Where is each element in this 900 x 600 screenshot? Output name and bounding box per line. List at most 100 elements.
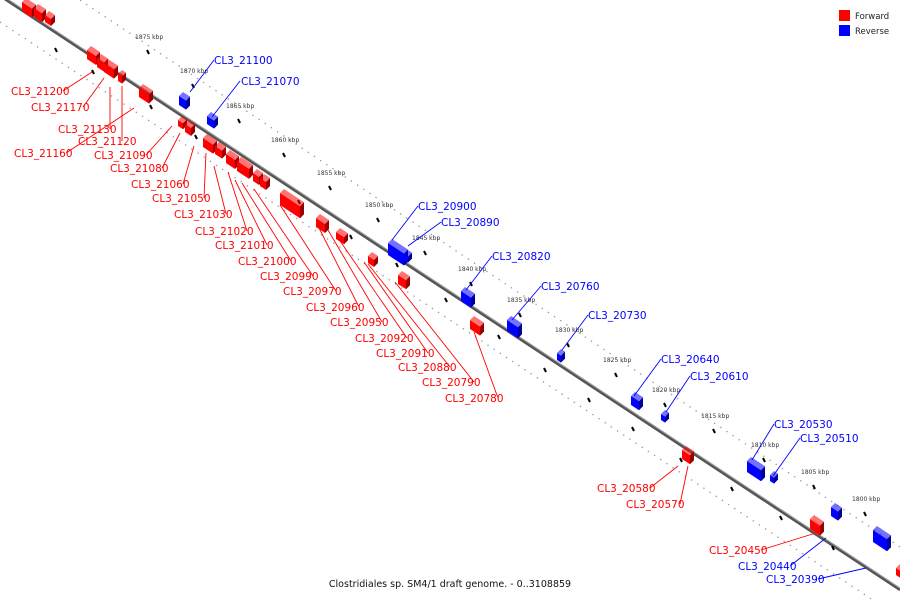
gene-label[interactable]: CL3_21120: [78, 136, 137, 148]
gene-block: [388, 243, 404, 266]
gene-label[interactable]: CL3_20960: [306, 302, 365, 314]
gene-label[interactable]: CL3_21100: [214, 55, 273, 67]
gene-block-side: [838, 507, 842, 521]
label-leader-line: [182, 145, 195, 185]
scale-tick-mark: [444, 297, 448, 303]
gene-label[interactable]: CL3_21170: [31, 102, 90, 114]
gene-label[interactable]: CL3_20760: [541, 281, 600, 293]
gene-label[interactable]: CL3_20900: [418, 201, 477, 213]
label-leader-line: [234, 179, 268, 246]
gene-label[interactable]: CL3_20450: [709, 545, 768, 557]
gene-label[interactable]: CL3_21070: [241, 76, 300, 88]
scale-tick-mark: [762, 457, 766, 463]
gene-block-side: [249, 164, 253, 179]
gene-label[interactable]: CL3_21010: [215, 240, 274, 252]
gene-block: [260, 178, 266, 190]
gene-block: [873, 530, 887, 552]
scale-tick-mark: [497, 334, 501, 340]
gene-block-side: [639, 397, 643, 411]
gene-label[interactable]: CL3_20510: [800, 433, 859, 445]
gene-label[interactable]: CL3_20790: [422, 377, 481, 389]
gene-label[interactable]: CL3_21060: [131, 179, 190, 191]
label-leader-line: [473, 331, 499, 399]
scale-tick-label: 1830 kbp: [555, 327, 583, 334]
gene-block-top: [260, 174, 270, 182]
gene-block-top: [215, 142, 226, 151]
gene-block: [507, 320, 518, 339]
label-leader-line: [203, 152, 207, 199]
legend: Forward Reverse: [839, 10, 889, 37]
gene-block: [810, 519, 820, 536]
gene-block: [557, 353, 561, 363]
gene-label[interactable]: CL3_20990: [260, 271, 319, 283]
gene-label[interactable]: CL3_21090: [94, 150, 153, 162]
gene-label[interactable]: CL3_21050: [152, 193, 211, 205]
label-leader-line: [82, 77, 105, 108]
gene-label[interactable]: CL3_21000: [238, 256, 297, 268]
gene-block: [631, 396, 639, 411]
gene-block: [336, 232, 344, 245]
label-leader-line: [772, 437, 801, 477]
gene-label[interactable]: CL3_20780: [445, 393, 504, 405]
gene-label[interactable]: CL3_20570: [626, 499, 685, 511]
gene-block: [398, 275, 406, 290]
gene-block-top: [203, 134, 217, 145]
gene-label[interactable]: CL3_20970: [283, 286, 342, 298]
gene-block-side: [665, 412, 669, 423]
scale-tick-mark: [423, 250, 427, 256]
gene-block-side: [480, 322, 484, 336]
gene-block-top: [207, 112, 218, 121]
gene-label[interactable]: CL3_21020: [195, 226, 254, 238]
gene-block: [461, 291, 471, 308]
gene-label[interactable]: CL3_20580: [597, 483, 656, 495]
label-leader-line: [317, 225, 360, 308]
label-leader-line: [511, 285, 542, 321]
gene-block-side: [51, 14, 55, 26]
scale-tick-mark: [679, 457, 683, 463]
gene-block-top: [388, 239, 408, 254]
gene-label[interactable]: CL3_20950: [330, 317, 389, 329]
gene-block-side: [300, 202, 304, 219]
gene-label[interactable]: CL3_21030: [174, 209, 233, 221]
label-leader-line: [649, 465, 679, 489]
gene-label[interactable]: CL3_20910: [376, 348, 435, 360]
gene-block-side: [149, 90, 153, 104]
scale-tick-mark: [730, 486, 734, 492]
gene-label[interactable]: CL3_20390: [766, 574, 825, 586]
gene-block-side: [471, 293, 475, 308]
scale-tick-mark: [614, 372, 618, 378]
label-leader-line: [253, 188, 314, 277]
scale-tick-mark: [194, 134, 198, 140]
gene-block-top: [461, 287, 475, 298]
gene-label[interactable]: CL3_20610: [690, 371, 749, 383]
gene-label[interactable]: CL3_21200: [11, 86, 70, 98]
gene-label[interactable]: CL3_21080: [110, 163, 169, 175]
scale-tick-mark: [587, 397, 591, 403]
legend-forward-swatch: [839, 10, 850, 21]
gene-label[interactable]: CL3_20640: [661, 354, 720, 366]
scale-tick-label: 1870 kbp: [180, 68, 208, 75]
lower-track-line: [0, 21, 874, 600]
gene-label[interactable]: CL3_21160: [14, 148, 73, 160]
scale-tick-mark: [543, 367, 547, 373]
gene-block: [118, 74, 122, 84]
label-leader-line: [337, 237, 408, 339]
gene-block-side: [518, 323, 522, 339]
gene-label[interactable]: CL3_20890: [441, 217, 500, 229]
scale-tick-label: 1820 kbp: [652, 387, 680, 394]
gene-block-side: [406, 276, 410, 290]
gene-label[interactable]: CL3_20920: [355, 333, 414, 345]
gene-label[interactable]: CL3_20440: [738, 561, 797, 573]
gene-label[interactable]: CL3_21130: [58, 124, 117, 136]
gene-label[interactable]: CL3_20880: [398, 362, 457, 374]
gene-block-side: [266, 177, 270, 190]
gene-label[interactable]: CL3_20530: [774, 419, 833, 431]
label-leader-line: [211, 80, 241, 118]
gene-block: [368, 256, 374, 267]
gene-label[interactable]: CL3_20730: [588, 310, 647, 322]
gene-label[interactable]: CL3_20820: [492, 251, 551, 263]
scale-tick-mark: [91, 69, 95, 75]
gene-block-side: [214, 116, 218, 129]
